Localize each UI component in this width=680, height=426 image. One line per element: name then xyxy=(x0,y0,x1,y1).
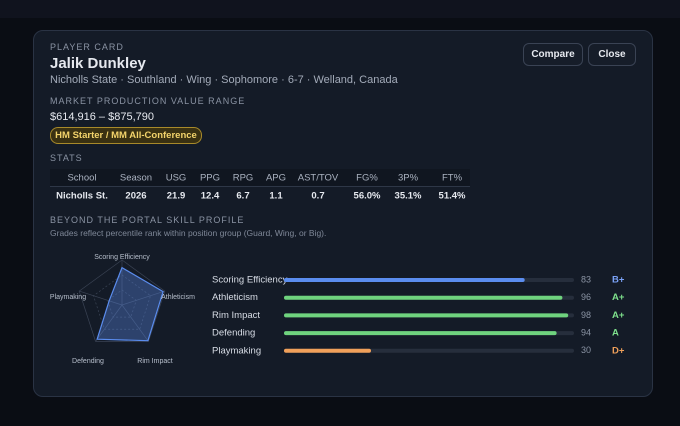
radar-label: Defending xyxy=(72,358,104,365)
radar-label: Playmaking xyxy=(50,294,86,301)
value-label: 96 xyxy=(581,292,591,302)
grade: A+ xyxy=(612,310,625,321)
skill-label: Playmaking xyxy=(212,345,261,356)
badge: HM Starter / MM All-Conference xyxy=(50,127,202,144)
grade: D+ xyxy=(612,345,625,356)
table-cell: 21.9 xyxy=(167,191,186,202)
bar xyxy=(284,313,569,318)
value-label: 30 xyxy=(581,345,591,355)
subtitle: Nicholls State · Southland · Wing · Soph… xyxy=(50,74,398,86)
bar xyxy=(284,278,525,282)
close-button[interactable]: Close xyxy=(588,43,636,66)
radar-grid xyxy=(78,259,166,342)
radar-area xyxy=(96,266,164,342)
column-header: Season xyxy=(120,173,152,184)
bar xyxy=(284,331,557,336)
background-toolbar xyxy=(0,0,680,18)
radar-grid xyxy=(93,274,151,330)
bar xyxy=(284,348,371,353)
column-header: AST/TOV xyxy=(298,173,339,184)
note: Grades reflect percentile rank within po… xyxy=(50,228,327,238)
radar-axis xyxy=(121,290,165,306)
eyebrow: PLAYER CARD xyxy=(50,42,124,52)
value-label: 94 xyxy=(581,327,591,337)
compare-button[interactable]: Compare xyxy=(523,43,583,66)
table-cell: 6.7 xyxy=(236,191,249,202)
table-cell: 0.7 xyxy=(311,191,324,202)
table-cell: 56.0% xyxy=(354,191,381,202)
radar-axis xyxy=(79,290,123,306)
skill-label: Defending xyxy=(212,328,255,339)
value-range: $614,916 – $875,790 xyxy=(50,111,154,123)
table-cell: 35.1% xyxy=(395,191,422,202)
table-cell: Nicholls St. xyxy=(56,191,108,202)
column-header: 3P% xyxy=(398,173,419,184)
grade: A xyxy=(612,328,619,339)
column-header: FT% xyxy=(442,173,463,184)
column-header: RPG xyxy=(233,173,254,184)
grade: A+ xyxy=(612,292,625,303)
column-header: FG% xyxy=(356,173,378,184)
player-name: Jalik Dunkley xyxy=(50,55,146,72)
radar-axis xyxy=(121,304,149,342)
table-header xyxy=(50,169,470,187)
grade: B+ xyxy=(612,275,625,286)
bar xyxy=(284,295,563,300)
radar-label: Athleticism xyxy=(161,294,195,301)
modal xyxy=(33,30,653,397)
skill-label: Athleticism xyxy=(212,292,258,303)
column-header: APG xyxy=(266,173,286,184)
table-cell: 51.4% xyxy=(439,191,466,202)
column-header: PPG xyxy=(200,173,220,184)
skill-label: Scoring Efficiency xyxy=(212,275,288,286)
radar-label: Rim Impact xyxy=(137,358,172,365)
column-header: USG xyxy=(166,173,187,184)
value-label: 83 xyxy=(581,274,591,284)
radar-axis xyxy=(95,304,123,342)
radar-label: Scoring Efficiency xyxy=(94,254,150,261)
section-title: STATS xyxy=(50,153,83,163)
table-cell: 12.4 xyxy=(201,191,220,202)
table-cell: 1.1 xyxy=(269,191,283,202)
column-header: School xyxy=(67,173,96,184)
value-label: 98 xyxy=(581,310,591,320)
table-cell: 2026 xyxy=(125,191,146,202)
section-title: MARKET PRODUCTION VALUE RANGE xyxy=(50,96,246,106)
skill-label: Rim Impact xyxy=(212,310,260,321)
section-title: BEYOND THE PORTAL SKILL PROFILE xyxy=(50,215,245,225)
